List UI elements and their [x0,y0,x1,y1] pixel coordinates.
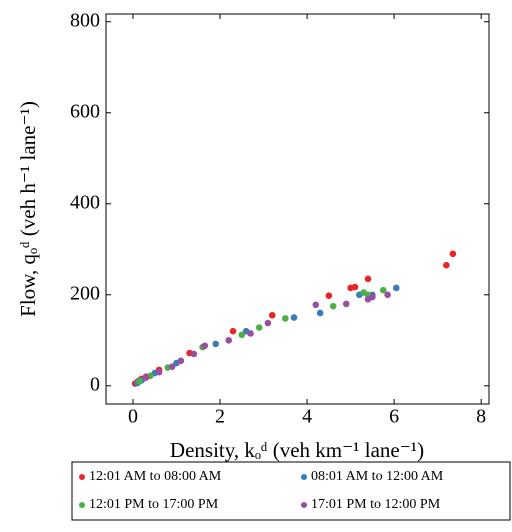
data-point [351,283,359,291]
data-point [247,330,254,337]
data-point [392,284,400,292]
legend-marker [301,502,307,508]
legend-marker [79,474,85,480]
x-tick-label: 6 [389,406,399,428]
y-tick-label: 200 [70,282,100,304]
legend-marker [79,502,85,508]
data-point [449,250,457,258]
data-point [364,275,372,283]
data-point [190,350,198,358]
x-tick-label: 2 [215,406,225,428]
x-tick-label: 0 [128,406,138,428]
x-axis-label: Density, kₒᵈ (veh km⁻¹ lane⁻¹) [170,438,424,462]
data-point [155,368,163,376]
y-tick-label: 800 [70,9,100,31]
data-point [290,314,298,321]
legend-label: 12:01 AM to 08:00 AM [89,469,222,484]
data-point [369,293,376,301]
legend-label: 17:01 PM to 12:00 PM [311,497,441,512]
x-tick-label: 8 [476,406,486,428]
data-point [264,319,272,327]
data-point [342,300,350,308]
y-tick-label: 600 [70,100,100,122]
data-point [142,374,150,381]
y-tick-label: 0 [90,373,100,395]
data-point [268,311,276,319]
data-point [168,363,176,370]
data-point [379,286,387,294]
data-point [384,291,391,299]
x-tick-label: 4 [302,406,312,428]
plot-frame [105,13,490,405]
data-point [325,292,333,299]
data-point [329,302,337,310]
data-point [225,336,233,344]
data-point [282,315,289,322]
data-point [201,342,209,350]
data-point [443,261,450,269]
y-axis-label: Flow, qₒᵈ (veh h⁻¹ lane⁻¹) [16,101,40,317]
legend-box [71,461,511,521]
data-point [136,377,143,385]
data-point [177,357,185,365]
data-point [238,331,246,339]
legend-label: 12:01 PM to 17:00 PM [89,497,219,512]
data-point [229,327,237,335]
legend-marker [301,474,307,480]
data-point [312,301,320,309]
data-point [255,324,263,331]
legend-label: 08:01 AM to 12:00 AM [311,469,444,484]
data-point [212,340,219,348]
data-point [316,309,324,317]
y-tick-label: 400 [70,191,100,213]
